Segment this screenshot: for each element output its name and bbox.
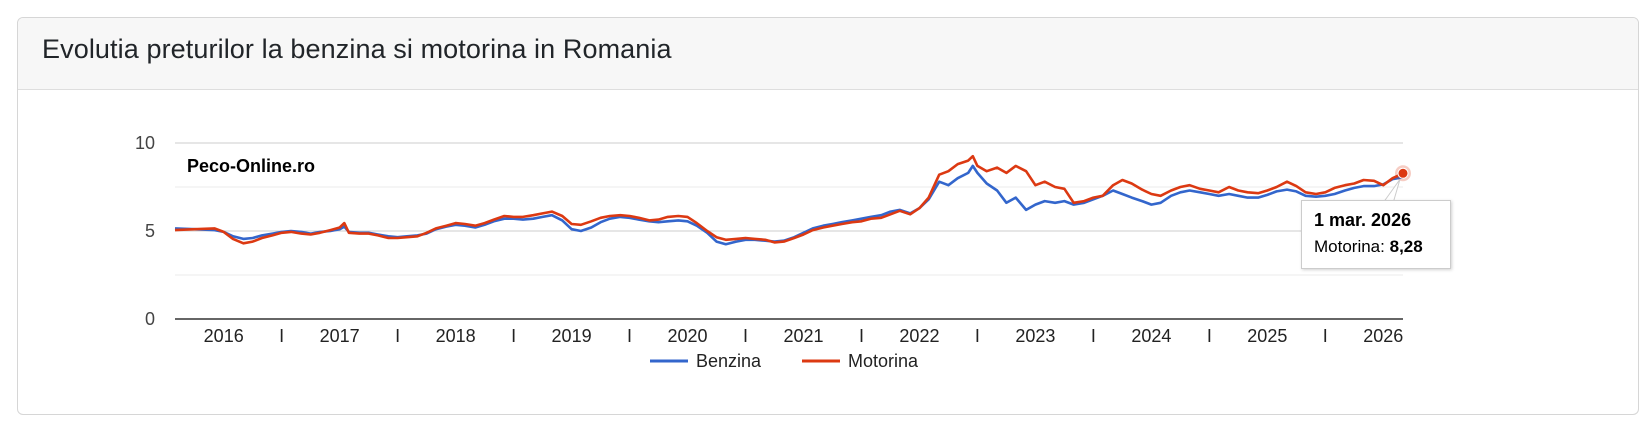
x-tick-label: 2016 [204, 326, 244, 346]
x-tick-label: 2023 [1015, 326, 1055, 346]
x-tick-label: I [511, 326, 516, 346]
x-tick-label: I [395, 326, 400, 346]
tooltip-series-label: Motorina: [1314, 237, 1385, 256]
x-tick-label: 2025 [1247, 326, 1287, 346]
x-tick-label: I [1323, 326, 1328, 346]
x-tick-label: I [859, 326, 864, 346]
x-tick-label: 2021 [783, 326, 823, 346]
legend-label-motorina: Motorina [848, 351, 919, 371]
series-line-motorina [174, 154, 1404, 245]
chart-panel: Evolutia preturilor la benzina si motori… [17, 17, 1639, 415]
highlight-point [1397, 167, 1409, 179]
legend-label-benzina: Benzina [696, 351, 762, 371]
y-tick-label: 0 [145, 309, 155, 329]
watermark-label: Peco-Online.ro [187, 156, 315, 176]
chart-tooltip: 1 mar. 2026 Motorina: 8,28 [1301, 200, 1451, 269]
x-tick-label: 2024 [1131, 326, 1171, 346]
x-tick-label: 2017 [320, 326, 360, 346]
x-tick-label: I [1207, 326, 1212, 346]
x-tick-label: 2020 [668, 326, 708, 346]
x-tick-label: I [279, 326, 284, 346]
x-tick-label: I [743, 326, 748, 346]
x-tick-label: 2026 [1363, 326, 1403, 346]
x-tick-label: I [1091, 326, 1096, 346]
x-tick-label: 2019 [552, 326, 592, 346]
y-tick-label: 5 [145, 221, 155, 241]
x-tick-label: 2018 [436, 326, 476, 346]
fuel-price-chart[interactable]: 0 5 10 2016 I 2017 I 2018 I 2019 I 2020 I 2021 I 2022 I 2… [18, 90, 1638, 414]
tooltip-value-line: Motorina: 8,28 [1314, 237, 1450, 257]
panel-header: Evolutia preturilor la benzina si motori… [18, 18, 1638, 90]
page-title: Evolutia preturilor la benzina si motori… [42, 34, 672, 64]
tooltip-date: 1 mar. 2026 [1314, 210, 1412, 230]
x-tick-label: I [975, 326, 980, 346]
x-tick-label: I [627, 326, 632, 346]
y-tick-label: 10 [135, 133, 155, 153]
tooltip-value: 8,28 [1389, 237, 1423, 256]
x-tick-label: 2022 [899, 326, 939, 346]
